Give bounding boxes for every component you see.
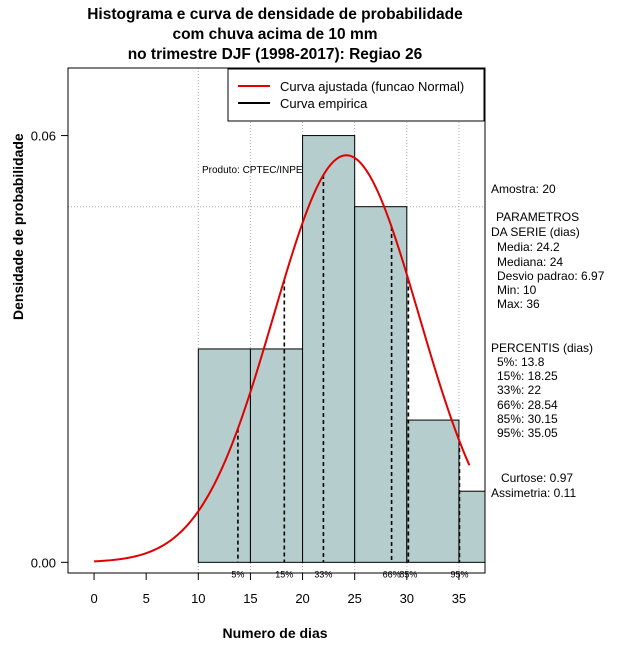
stats-max: Max: 36 <box>497 297 540 311</box>
stats-p33: 33%: 22 <box>497 383 542 397</box>
histogram-bar-6 <box>458 490 486 563</box>
x-axis-title: Numero de dias <box>222 625 328 641</box>
product-annotation: Produto: CPTEC/INPE <box>202 165 303 176</box>
x-tick-label-25: 25 <box>347 591 361 606</box>
stats-params-subtitle: DA SERIE (dias) <box>491 225 580 239</box>
stats-skewness: Assimetria: 0.11 <box>491 486 577 500</box>
x-axis: 0 5 10 15 20 25 30 35 <box>90 573 466 606</box>
y-tick-label-1: 0.06 <box>31 129 56 144</box>
histogram-bar-5 <box>406 419 460 563</box>
percentile-label-33: 33% <box>314 569 332 579</box>
stats-std-dev: Desvio padrao: 6.97 <box>497 269 605 283</box>
histogram-bar-3 <box>302 135 356 563</box>
percentile-label-15: 15% <box>275 569 293 579</box>
stats-percentiles-title: PERCENTIS (dias) <box>491 341 594 355</box>
stats-p66: 66%: 28.54 <box>497 398 558 412</box>
x-tick-label-35: 35 <box>452 591 466 606</box>
stats-sample-size: Amostra: 20 <box>491 182 556 196</box>
histogram-bar-2 <box>249 348 304 563</box>
stats-mean: Media: 24.2 <box>497 240 560 254</box>
stats-params-title: PARAMETROS <box>496 210 580 224</box>
y-axis: 0.00 0.06 <box>31 129 68 570</box>
chart-title-line-1: Histograma e curva de densidade de proba… <box>87 6 463 23</box>
chart-title-line-2: com chuva acima de 10 mm <box>172 26 378 43</box>
stats-min: Min: 10 <box>497 283 537 297</box>
normal-fit-curve <box>94 154 471 563</box>
stats-kurtosis: Curtose: 0.97 <box>501 471 574 485</box>
x-tick-label-20: 20 <box>295 591 309 606</box>
x-tick-label-0: 0 <box>90 591 97 606</box>
y-axis-title: Densidade de probabilidade <box>10 133 26 320</box>
y-tick-label-0: 0.00 <box>31 555 56 570</box>
stats-p5: 5%: 13.8 <box>497 355 545 369</box>
x-tick-label-15: 15 <box>243 591 257 606</box>
stats-p95: 95%: 35.05 <box>497 426 558 440</box>
percentile-label-95: 95% <box>450 569 468 579</box>
x-tick-label-10: 10 <box>191 591 205 606</box>
plot-frame <box>67 67 486 574</box>
histogram-bar-1 <box>197 348 251 563</box>
x-tick-label-30: 30 <box>400 591 414 606</box>
legend: Curva ajustada (funcao Normal) Curva emp… <box>227 68 485 122</box>
stats-p85: 85%: 30.15 <box>497 412 558 426</box>
legend-box <box>227 68 485 122</box>
percentile-label-66: 66% <box>383 569 401 579</box>
stats-median: Mediana: 24 <box>497 255 564 269</box>
histogram-bar-4 <box>354 206 408 563</box>
percentile-labels: 5% 15% 33% 66%85% 95% <box>231 569 468 579</box>
x-tick-label-5: 5 <box>143 591 150 606</box>
percentile-label-85: 85% <box>399 569 417 579</box>
chart-title-line-3: no trimestre DJF (1998-2017): Regiao 26 <box>127 46 423 63</box>
legend-label-normal: Curva ajustada (funcao Normal) <box>280 79 464 94</box>
histogram-bars <box>197 135 486 563</box>
stats-p15: 15%: 18.25 <box>497 369 558 383</box>
percentile-lines <box>237 175 461 563</box>
legend-label-empirical: Curva empirica <box>280 96 368 111</box>
percentile-label-5: 5% <box>231 569 244 579</box>
